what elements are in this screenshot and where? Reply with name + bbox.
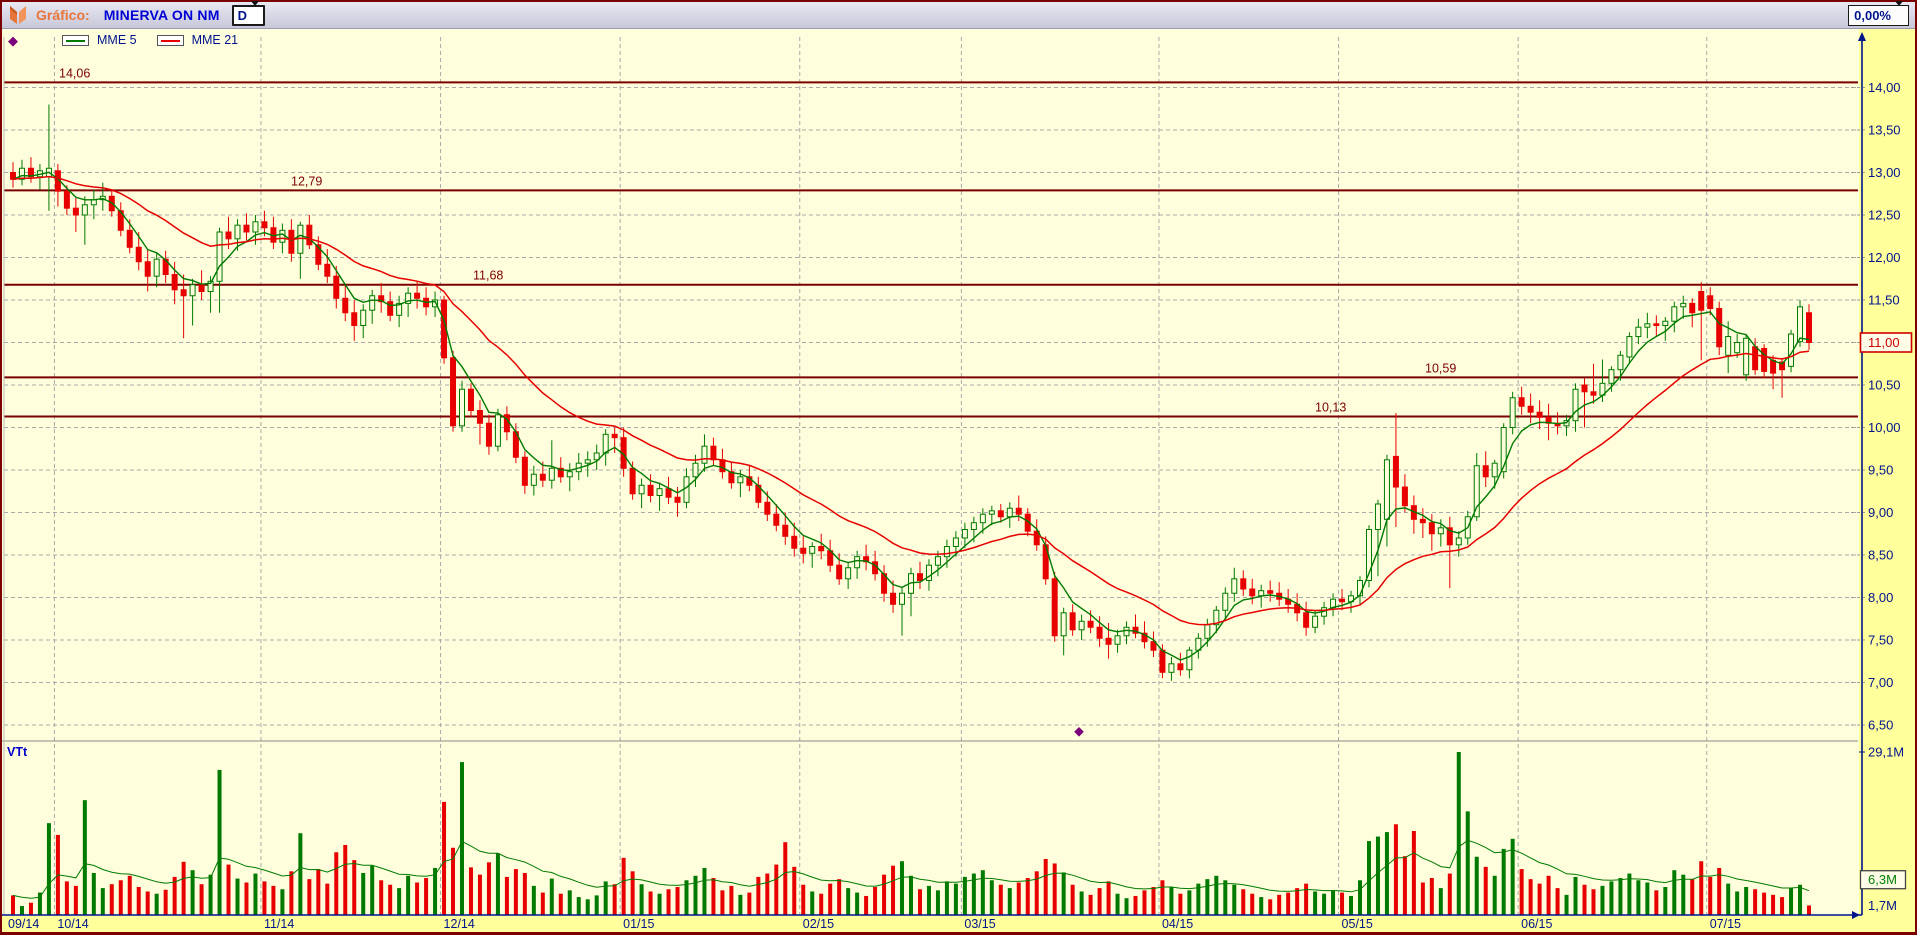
- symbol-name: MINERVA ON NM: [103, 7, 220, 23]
- app-logo-icon: [10, 6, 26, 24]
- svg-text:04/15: 04/15: [1162, 917, 1193, 931]
- volume-pane-label: VTt: [7, 745, 28, 759]
- svg-text:14,00: 14,00: [1868, 80, 1901, 95]
- svg-text:8,00: 8,00: [1868, 590, 1893, 605]
- price-tick-labels: 14,00 13,50 13,00 12,50 12,00 11,50 10,50 10,00…: [1851, 80, 1901, 733]
- svg-text:11/14: 11/14: [264, 917, 294, 931]
- mme21-line: [12, 175, 1810, 626]
- svg-text:13,50: 13,50: [1868, 123, 1901, 138]
- svg-text:9,00: 9,00: [1868, 505, 1893, 520]
- svg-text:05/15: 05/15: [1342, 917, 1373, 931]
- svg-text:11,50: 11,50: [1868, 293, 1900, 308]
- svg-text:01/15: 01/15: [623, 917, 654, 931]
- timeframe-dropdown[interactable]: D: [231, 1, 265, 26]
- chevron-down-icon: [1895, 1, 1903, 24]
- svg-text:10,50: 10,50: [1868, 378, 1901, 393]
- svg-text:6,50: 6,50: [1868, 718, 1893, 733]
- date-labels: 09/14 10/14 11/14 12/14 01/15 02/15 03/15 04/15…: [8, 917, 1741, 931]
- svg-text:6,3M: 6,3M: [1868, 872, 1897, 887]
- mme5-line: [12, 171, 1810, 661]
- svg-text:7,00: 7,00: [1868, 675, 1893, 690]
- svg-text:11,68: 11,68: [473, 269, 503, 283]
- mme21-label: MME 21: [191, 33, 239, 47]
- chart-canvas[interactable]: 09/14 10/14 11/14 12/14 01/15 02/15 03/15 04/15…: [2, 29, 1915, 932]
- mme21-swatch-icon: [156, 34, 184, 46]
- y-axis-strip: [1859, 29, 1915, 932]
- svg-text:12/14: 12/14: [444, 917, 475, 931]
- svg-text:29,1M: 29,1M: [1868, 745, 1904, 760]
- svg-text:10,59: 10,59: [1425, 361, 1456, 375]
- svg-text:10,13: 10,13: [1315, 400, 1346, 414]
- svg-text:8,50: 8,50: [1868, 548, 1893, 563]
- price-gridlines: [4, 87, 1858, 726]
- svg-text:03/15: 03/15: [964, 917, 995, 931]
- chart-title-label: Gráfico:: [36, 7, 90, 23]
- event-diamond-icon: ◆: [8, 32, 18, 48]
- svg-text:09/14: 09/14: [8, 917, 39, 931]
- svg-text:11,00: 11,00: [1868, 335, 1900, 350]
- volume-bars: [11, 752, 1811, 915]
- svg-text:12,50: 12,50: [1868, 208, 1901, 223]
- candles: [10, 104, 1812, 681]
- change-percent-value: 0,00%: [1854, 7, 1891, 23]
- mme5-swatch-icon: [62, 34, 89, 46]
- svg-text:14,06: 14,06: [59, 66, 90, 80]
- timeframe-value: D: [237, 7, 247, 23]
- header-bar: Gráfico: MINERVA ON NM D 0,00%: [2, 1, 1915, 29]
- month-gridlines: [53, 37, 1708, 915]
- svg-text:12,79: 12,79: [291, 174, 322, 188]
- x-axis-strip: [2, 916, 1915, 932]
- volume-axis-labels: 29,1M 1,7M 6,3M: [1859, 745, 1907, 913]
- svg-text:9,50: 9,50: [1868, 463, 1893, 478]
- svg-text:13,00: 13,00: [1868, 165, 1901, 180]
- volume-ma-badge: [1859, 870, 1907, 890]
- event-marker-diamond-icon[interactable]: [1074, 726, 1084, 737]
- svg-text:06/15: 06/15: [1521, 917, 1552, 931]
- chart-region: ◆ MME 5 MME 21 09/14 10/14 11/14 12/14 01/15…: [2, 29, 1915, 932]
- chevron-down-icon: [250, 1, 259, 24]
- current-price-badge: 11,00: [1859, 332, 1913, 353]
- svg-text:7,50: 7,50: [1868, 633, 1893, 648]
- svg-text:10,00: 10,00: [1868, 420, 1901, 435]
- indicator-legend: ◆ MME 5 MME 21: [8, 32, 238, 48]
- svg-text:1,7M: 1,7M: [1868, 898, 1897, 913]
- support-resistance-lines: 14,06 12,79 11,68 10,59 10,13: [4, 66, 1858, 418]
- svg-text:12,00: 12,00: [1868, 250, 1901, 265]
- svg-text:02/15: 02/15: [803, 917, 834, 931]
- change-percent-dropdown[interactable]: 0,00%: [1848, 1, 1909, 26]
- mme5-label: MME 5: [97, 33, 137, 47]
- axes: [2, 32, 1866, 919]
- svg-text:07/15: 07/15: [1710, 917, 1741, 931]
- svg-text:10/14: 10/14: [57, 917, 88, 931]
- volume-ma-line: [12, 839, 1810, 899]
